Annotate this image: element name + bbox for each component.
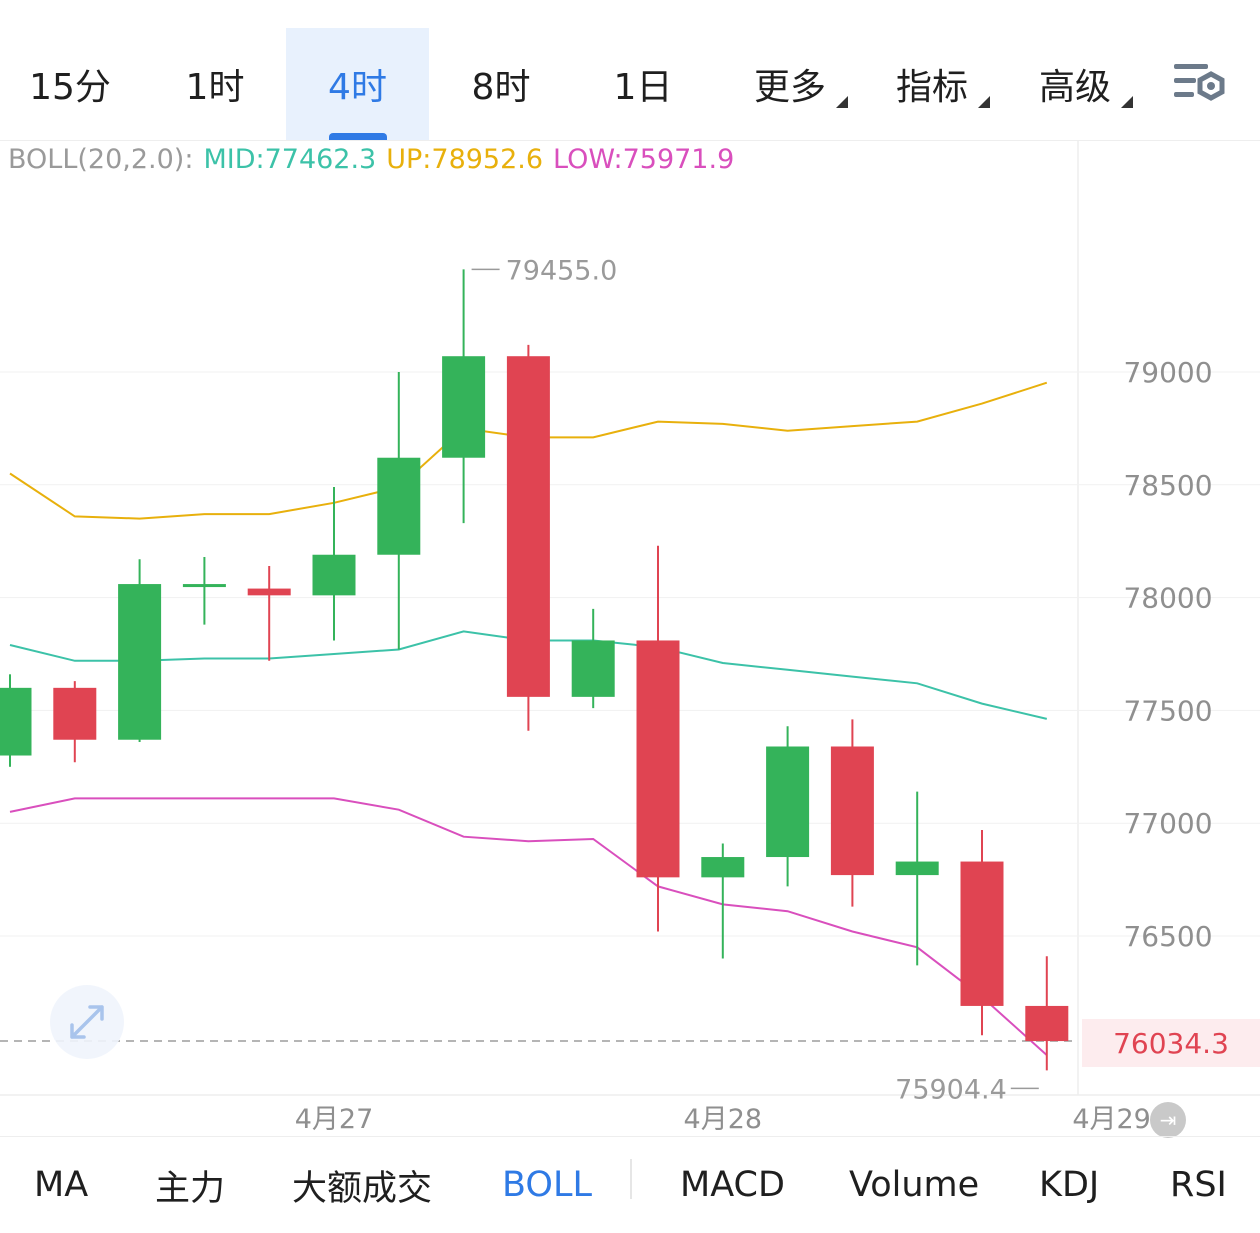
chevron-right-end-icon: ⇥ [1159,1108,1177,1132]
y-tick-label: 77000 [1123,807,1212,840]
scroll-to-latest-button[interactable]: ⇥ [1150,1102,1186,1138]
current-price-tag: 76034.3 [1082,1019,1260,1067]
more-dropdown[interactable]: 更多 [730,28,850,140]
candle-body [442,356,486,458]
low-price-label: 75904.4 [895,1074,1007,1105]
boll-lower-line [9,797,1048,1056]
tab-1h-label: 1时 [185,67,245,108]
indicator-ma[interactable]: MA [34,1137,88,1233]
y-tick-label: 76500 [1123,920,1212,953]
advanced-label: 高级 [1038,67,1111,108]
indicator-kdj[interactable]: KDJ [1039,1137,1099,1233]
indicators-label: 指标 [895,67,968,108]
more-label: 更多 [753,67,826,108]
candle-body [636,640,680,878]
advanced-dropdown[interactable]: 高级 [1015,28,1135,140]
candlestick-chart: 79000 78500 78000 77500 77000 76500 4月27 4月28 4月… [0,140,1260,1135]
indicator-boll[interactable]: BOLL [502,1137,592,1233]
indicator-ma-label: MA [34,1165,89,1205]
indicator-main-force[interactable]: 主力 [155,1137,225,1233]
chart-area[interactable]: 79000 78500 78000 77500 77000 76500 4月27 4月28 4月… [0,140,1260,1138]
tab-8h-label: 8时 [471,67,531,108]
indicator-kdj-label: KDJ [1039,1165,1100,1205]
caret-down-icon [836,96,848,108]
indicator-volume-label: Volume [849,1165,980,1205]
candle-body [506,356,550,697]
axes: 79000 78500 78000 77500 77000 76500 4月27 4月28 4月… [295,356,1213,1135]
indicator-bar: MA 主力 大额成交 BOLL MACD Volume KDJ RSI [0,1136,1260,1233]
expand-icon [70,1005,104,1039]
boll-legend-low: LOW:75971.9 [553,144,735,175]
tab-8h[interactable]: 8时 [436,28,566,140]
x-tick-label: 4月29 [1072,1104,1151,1135]
tab-15m-label: 15分 [29,67,111,108]
timeframe-bar: 15分 1时 4时 8时 1日 更多 指标 高级 [0,0,1260,141]
tab-4h[interactable]: 4时 [286,28,429,140]
tab-1d[interactable]: 1日 [578,28,708,140]
boll-legend-up: UP:78952.6 [386,144,544,175]
x-tick-label: 4月27 [295,1104,374,1135]
x-tick-label: 4月28 [684,1104,763,1135]
candle-body [895,861,939,876]
indicator-volume[interactable]: Volume [849,1137,979,1233]
y-tick-label: 78000 [1123,582,1212,615]
indicator-main-force-label: 主力 [155,1168,226,1209]
candle-body [1025,1005,1069,1042]
candle-body [118,584,162,740]
tab-15m[interactable]: 15分 [10,28,130,140]
indicator-boll-label: BOLL [502,1165,592,1205]
candle-body [247,588,291,596]
boll-legend-name: BOLL(20,2.0): [8,144,194,175]
indicator-large-trades[interactable]: 大额成交 [292,1137,432,1233]
active-tab-indicator [328,133,387,140]
tab-1d-label: 1日 [613,67,673,108]
indicator-rsi[interactable]: RSI [1170,1137,1227,1233]
candle-body [766,746,810,858]
tab-1h[interactable]: 1时 [150,28,280,140]
grid [0,140,1260,1096]
annotations: 79455.0 75904.4 [471,255,1039,1105]
candle-body [701,857,745,878]
indicator-macd-label: MACD [680,1165,785,1205]
indicators-dropdown[interactable]: 指标 [872,28,992,140]
indicator-macd[interactable]: MACD [680,1137,785,1233]
chart-settings-icon[interactable] [1170,60,1230,110]
indicator-large-trades-label: 大额成交 [292,1168,433,1209]
candle-body [571,640,615,697]
high-price-label: 79455.0 [506,255,618,286]
y-tick-label: 77500 [1123,694,1212,727]
indicator-divider [630,1159,632,1199]
y-tick-label: 79000 [1123,356,1212,389]
candle-body [53,687,97,740]
indicator-rsi-label: RSI [1170,1165,1227,1205]
candles [0,269,1069,1071]
candle-body [960,861,1004,1006]
tab-4h-label: 4时 [328,67,387,108]
candle-body [182,584,226,588]
candle-body [830,746,874,876]
boll-legend: BOLL(20,2.0): MID:77462.3 UP:78952.6 LOW:75… [8,144,744,175]
candle-body [0,687,32,756]
candle-body [377,457,421,555]
candle-body [312,554,356,596]
boll-legend-mid: MID:77462.3 [203,144,377,175]
fullscreen-button[interactable] [50,985,124,1059]
caret-down-icon [978,96,990,108]
y-tick-label: 78500 [1123,469,1212,502]
caret-down-icon [1121,96,1133,108]
current-price-value: 76034.3 [1113,1026,1229,1060]
